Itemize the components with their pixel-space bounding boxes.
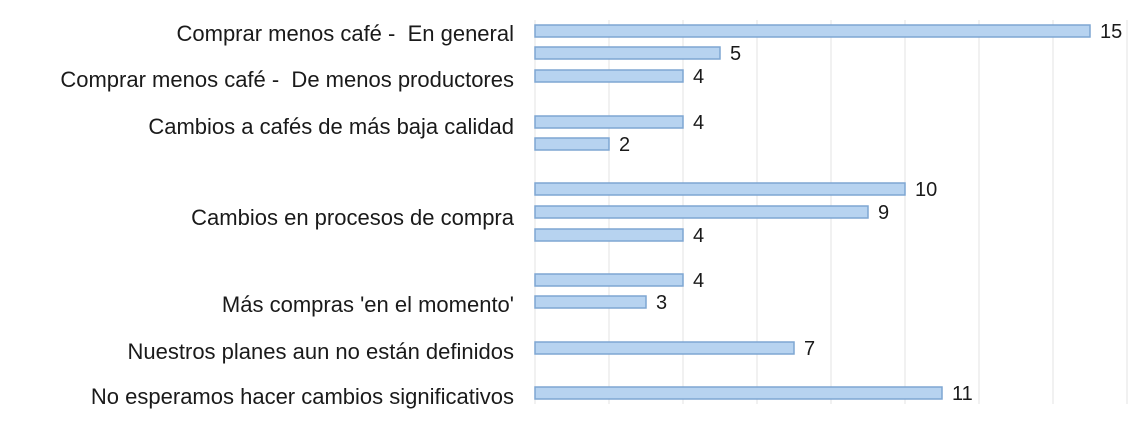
bar-value-label: 4 — [693, 225, 704, 247]
bar-value-label: 7 — [804, 338, 815, 360]
bar — [534, 228, 684, 242]
bar-value-label: 3 — [656, 292, 667, 314]
bar — [534, 295, 647, 309]
bar — [534, 69, 684, 83]
value-labels: 15 5 4 4 2 10 9 4 4 3 7 11 — [619, 21, 1122, 405]
bar — [534, 137, 610, 151]
bar — [534, 386, 943, 400]
bar — [534, 341, 795, 355]
bar — [534, 46, 721, 60]
bar-value-label: 4 — [693, 66, 704, 88]
category-label: Cambios en procesos de compra — [191, 205, 515, 230]
category-label: Cambios a cafés de más baja calidad — [148, 114, 514, 139]
bar-value-label: 9 — [878, 202, 889, 224]
bar — [534, 205, 869, 219]
bar-value-label: 15 — [1100, 21, 1122, 43]
bar — [534, 182, 906, 196]
bars — [534, 24, 1091, 400]
bar-value-label: 11 — [952, 383, 973, 405]
bar-value-label: 4 — [693, 270, 704, 292]
bar-value-label: 4 — [693, 112, 704, 134]
category-label: Nuestros planes aun no están definidos — [128, 339, 514, 364]
category-labels: Comprar menos café - En general Comprar m… — [60, 21, 514, 409]
bar-value-label: 10 — [915, 179, 937, 201]
category-label: No esperamos hacer cambios significativo… — [91, 384, 514, 409]
bar-value-label: 5 — [730, 43, 741, 65]
bar — [534, 273, 684, 287]
bar — [534, 115, 684, 129]
bar-value-label: 2 — [619, 134, 630, 156]
bar — [534, 24, 1091, 38]
category-label: Comprar menos café - En general — [177, 21, 515, 46]
category-label: Comprar menos café - De menos productore… — [60, 67, 514, 92]
category-label: Más compras 'en el momento' — [222, 292, 514, 317]
